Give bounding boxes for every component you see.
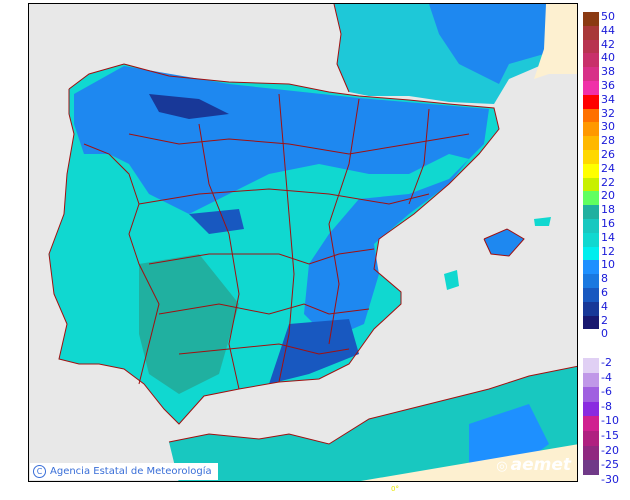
legend-label: 2 (601, 313, 608, 327)
legend-label: 12 (601, 244, 615, 258)
legend-swatch (583, 122, 599, 137)
legend-swatch (583, 205, 599, 219)
legend-swatch (583, 219, 599, 233)
legend-swatch (583, 401, 599, 417)
legend-swatch (583, 12, 599, 26)
map-canvas (48, 4, 577, 481)
legend-label: 16 (601, 217, 615, 230)
legend-label: 32 (601, 106, 615, 120)
sierra-nevada (269, 319, 359, 384)
legend-swatch (583, 67, 599, 81)
attribution-text: Agencia Estatal de Meteorología (50, 466, 212, 477)
legend-label: 30 (601, 120, 615, 134)
admin-borders (48, 4, 577, 445)
legend-swatch (583, 387, 599, 402)
legend-label: 6 (601, 286, 608, 299)
legend-label: 28 (601, 134, 615, 148)
legend-label: -6 (601, 385, 612, 399)
legend-label: 36 (601, 79, 615, 92)
legend-label: -8 (601, 399, 612, 413)
legend-swatch (583, 431, 599, 446)
legend-label: 8 (601, 272, 608, 286)
legend-label: -20 (601, 443, 619, 457)
legend-swatch (583, 94, 599, 109)
aemet-logo: ◎ aemet (496, 455, 571, 475)
legend-swatch (583, 315, 599, 330)
legend-swatch (583, 136, 599, 150)
northern-cold-zone (74, 66, 489, 339)
legend-label: -15 (601, 429, 619, 442)
portugal-south-warm (139, 254, 239, 394)
legend-label: 24 (601, 161, 615, 175)
legend-label: 4 (601, 299, 608, 313)
legend-swatch (583, 53, 599, 68)
legend-swatch (583, 274, 599, 288)
legend-label: 44 (601, 23, 615, 37)
legend-label: 26 (601, 148, 615, 161)
legend-swatch (583, 416, 599, 431)
legend-swatch (583, 260, 599, 275)
legend-label: 20 (601, 189, 615, 203)
temperature-map[interactable]: C Agencia Estatal de Meteorología ◎ aemet (28, 3, 578, 482)
legend-label: 18 (601, 203, 615, 217)
legend-swatch (583, 246, 599, 261)
menorca (534, 217, 551, 226)
legend-swatch (583, 163, 599, 178)
outside-area-ne (534, 4, 577, 79)
cantabrian-peaks (149, 94, 229, 119)
legend-swatch (583, 232, 599, 247)
legend-label: -4 (601, 370, 612, 384)
legend-swatch (583, 460, 599, 475)
legend-label: 10 (601, 258, 615, 272)
legend-label: 42 (601, 37, 615, 51)
mallorca (484, 229, 524, 256)
legend-label: 38 (601, 65, 615, 79)
legend-label: 0 (601, 327, 608, 341)
legend-swatch (583, 108, 599, 123)
legend-label: 22 (601, 175, 615, 189)
legend-swatch (583, 39, 599, 54)
legend-swatch (583, 301, 599, 316)
legend-label: -2 (601, 356, 612, 369)
legend-swatch (583, 445, 599, 461)
france-highlands (429, 4, 549, 84)
legend-label: 34 (601, 92, 615, 106)
legend-swatch (583, 372, 599, 388)
outside-area-south (360, 444, 577, 481)
legend-swatch (583, 81, 599, 95)
legend-label: -10 (601, 414, 619, 428)
legend-swatch (583, 358, 599, 373)
legend-label: -30 (601, 472, 619, 486)
copyright-icon: C (33, 465, 46, 478)
legend-swatch (583, 288, 599, 302)
legend-label: 50 (601, 10, 615, 23)
legend-label: 14 (601, 230, 615, 244)
legend-label: 40 (601, 51, 615, 65)
legend-swatch (583, 150, 599, 164)
legend-label: -25 (601, 458, 619, 472)
legend-swatch (583, 177, 599, 192)
logo-text: aemet (510, 455, 571, 475)
central-peaks (189, 209, 244, 234)
legend-swatch (583, 191, 599, 206)
attribution: C Agencia Estatal de Meteorología (30, 463, 218, 480)
legend-swatch (583, 25, 599, 40)
meridian-label: 0° (391, 485, 399, 493)
ibiza (444, 270, 459, 290)
logo-swirl-icon: ◎ (496, 459, 508, 474)
